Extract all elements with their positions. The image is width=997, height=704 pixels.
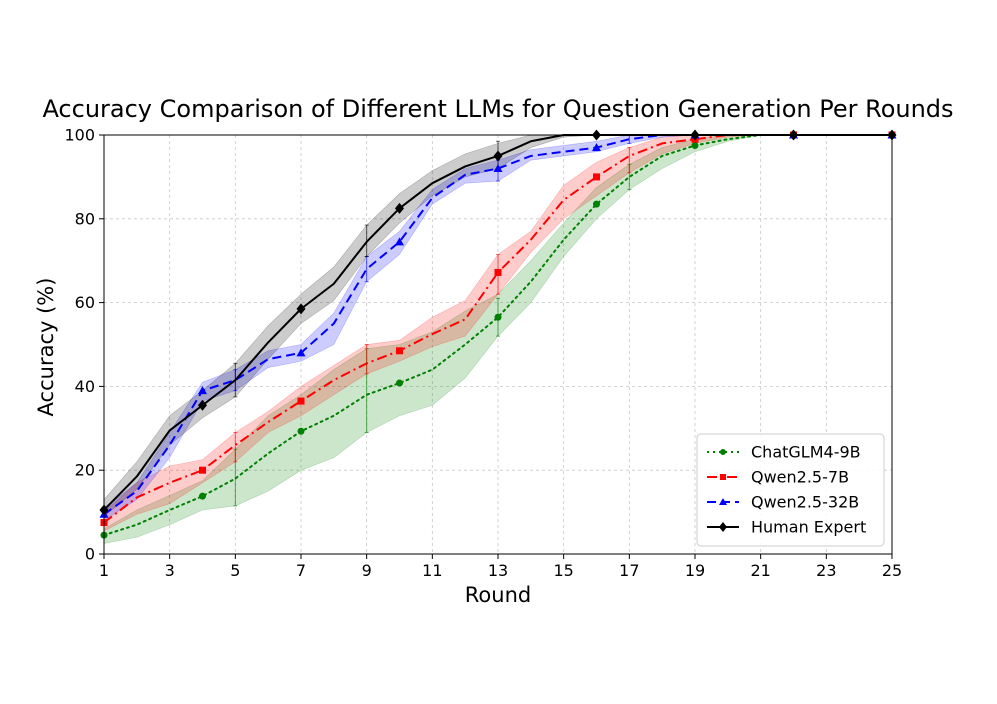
human-expert-marker xyxy=(198,399,207,411)
human-expert-marker xyxy=(493,150,503,162)
qwen2-5-7b-marker xyxy=(199,466,206,474)
human-expert-marker xyxy=(296,303,306,315)
legend-box xyxy=(696,433,885,547)
x-tick-label: 5 xyxy=(230,561,240,580)
legend-marker-chatglm4-9b xyxy=(720,449,726,455)
x-tick-label: 17 xyxy=(619,561,639,580)
chart-title: Accuracy Comparison of Different LLMs fo… xyxy=(42,95,953,123)
legend-marker-qwen2-5-32b xyxy=(719,498,727,505)
qwen2-5-32b-marker xyxy=(395,237,404,246)
x-tick-label: 23 xyxy=(816,561,836,580)
legend-label-qwen2-5-32b: Qwen2.5-32B xyxy=(751,493,859,512)
chatglm4-9b-marker xyxy=(494,313,502,321)
qwen2-5-7b-marker xyxy=(494,268,502,276)
x-tick-label: 11 xyxy=(422,561,442,580)
legend-label-qwen2-5-7b: Qwen2.5-7B xyxy=(751,468,849,487)
legend-label-chatglm4-9b: ChatGLM4-9B xyxy=(751,443,861,462)
human-expert-marker xyxy=(395,202,404,214)
y-axis-label: Accuracy (%) xyxy=(34,278,58,417)
chatglm4-9b-marker xyxy=(691,141,699,149)
y-tick-label: 40 xyxy=(75,377,95,396)
x-tick-label: 21 xyxy=(750,561,770,580)
qwen2-5-32b-marker xyxy=(592,143,601,152)
y-tick-label: 0 xyxy=(85,545,95,564)
qwen2-5-32b-marker xyxy=(296,348,306,357)
legend-label-human-expert: Human Expert xyxy=(751,518,866,537)
x-axis-label: Round xyxy=(465,583,531,607)
x-tick-label: 7 xyxy=(296,561,306,580)
qwen2-5-7b-marker xyxy=(396,347,403,355)
qwen2-5-32b-marker xyxy=(493,164,503,173)
legend-marker-qwen2-5-7b xyxy=(720,474,726,480)
qwen2-5-7b-marker xyxy=(297,397,305,405)
legend-marker-human-expert xyxy=(719,522,727,532)
x-tick-label: 15 xyxy=(553,561,573,580)
chatglm4-9b-marker xyxy=(593,200,600,208)
x-tick-label: 25 xyxy=(882,561,902,580)
qwen2-5-7b-marker xyxy=(593,173,600,181)
x-tick-label: 13 xyxy=(488,561,508,580)
x-tick-label: 3 xyxy=(165,561,175,580)
y-tick-label: 100 xyxy=(64,126,95,145)
y-tick-label: 20 xyxy=(75,461,95,480)
chatglm4-9b-marker xyxy=(199,492,206,500)
y-tick-label: 60 xyxy=(75,293,95,312)
qwen2-5-32b-marker xyxy=(198,386,207,395)
y-tick-label: 80 xyxy=(75,209,95,228)
chatglm4-9b-marker xyxy=(396,379,403,387)
chatglm4-9b-marker xyxy=(297,427,305,435)
x-tick-label: 19 xyxy=(685,561,705,580)
x-tick-label: 9 xyxy=(362,561,372,580)
x-tick-label: 1 xyxy=(99,561,109,580)
legend: ChatGLM4-9B Qwen2.5-7B Qwen2.5-32B Human Ex… xyxy=(696,433,885,547)
